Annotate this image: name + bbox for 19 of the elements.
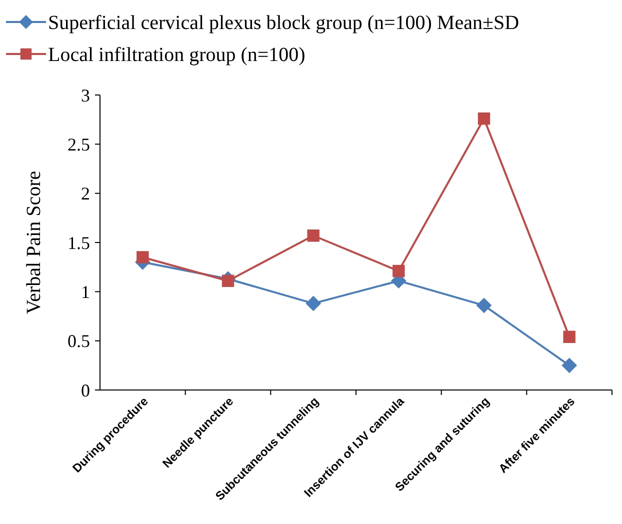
y-tick-label: 1 <box>81 282 90 302</box>
point <box>136 251 149 264</box>
point <box>307 230 320 242</box>
y-tick-label: 2 <box>81 184 90 204</box>
legend-label: Local infiltration group (n=100) <box>48 44 306 66</box>
y-tick-label: 1.5 <box>68 232 90 253</box>
y-tick-label: 0.5 <box>68 331 90 352</box>
y-tick-label: 0 <box>81 380 90 400</box>
y-axis-title: Verbal Pain Score <box>23 170 45 314</box>
y-tick-label: 2.5 <box>68 134 90 154</box>
legend-label: Superficial cervical plexus block group (n=100) Mean±SD <box>48 12 520 34</box>
y-tick-label: 3 <box>81 85 90 106</box>
point <box>306 296 321 311</box>
point <box>222 274 234 287</box>
point <box>478 112 490 125</box>
point <box>562 358 577 373</box>
point <box>476 298 492 313</box>
point <box>563 330 576 343</box>
point <box>392 264 405 278</box>
